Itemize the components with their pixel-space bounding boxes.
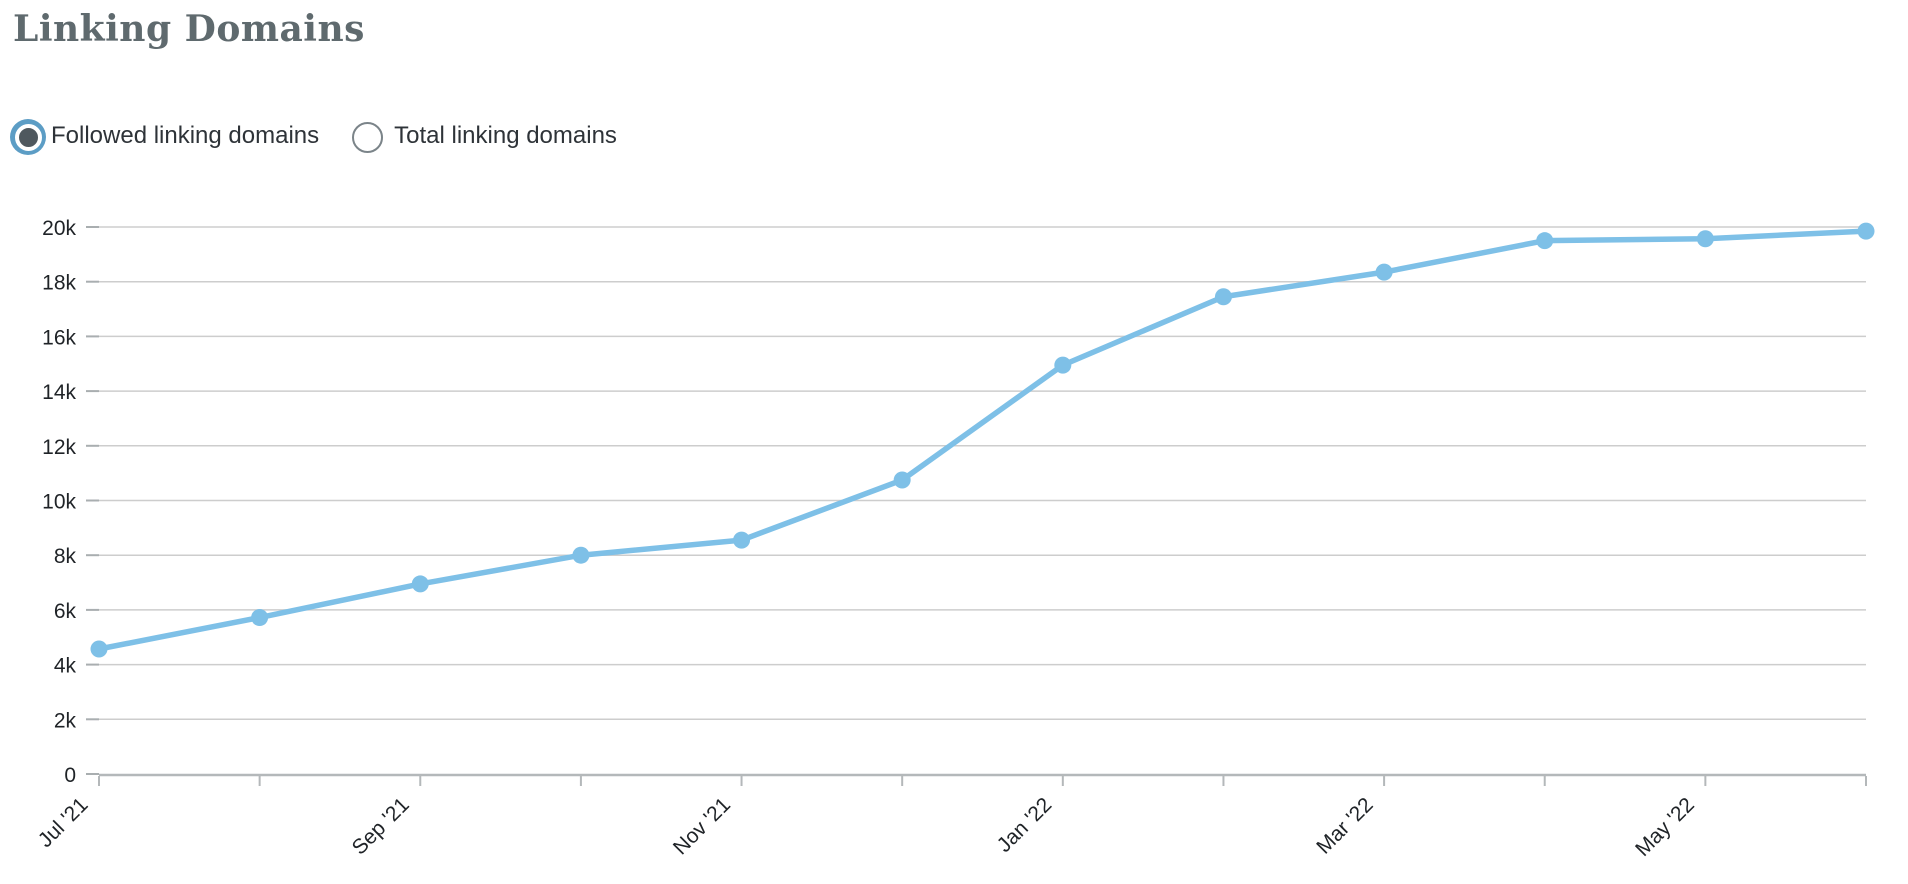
- data-point[interactable]: [251, 609, 269, 627]
- x-tick-label: Nov '21: [669, 793, 735, 859]
- radio-total-linking-domains[interactable]: Total linking domains: [349, 121, 617, 153]
- y-tick-label: 16k: [42, 326, 76, 349]
- y-tick-label: 20k: [42, 217, 76, 240]
- data-point[interactable]: [1536, 232, 1554, 250]
- data-point[interactable]: [411, 575, 429, 593]
- y-tick-label: 18k: [42, 272, 76, 295]
- y-tick-label: 10k: [42, 491, 76, 514]
- data-point[interactable]: [1375, 263, 1393, 281]
- y-tick-label: 8k: [54, 545, 77, 568]
- y-tick-label: 2k: [54, 709, 77, 732]
- y-tick-label: 0: [64, 764, 76, 787]
- y-tick-label: 6k: [54, 600, 77, 623]
- radio-followed-linking-domains[interactable]: Followed linking domains: [10, 119, 319, 155]
- series-line: [96, 228, 1869, 652]
- data-point[interactable]: [1857, 222, 1875, 240]
- radio-followed-label: Followed linking domains: [51, 122, 320, 149]
- x-tick-label: Mar '22: [1312, 793, 1377, 858]
- page-title: Linking Domains: [13, 8, 365, 50]
- y-tick-label: 12k: [42, 436, 76, 459]
- data-point[interactable]: [90, 640, 108, 658]
- x-tick-label: May '22: [1631, 793, 1699, 861]
- y-tick-label: 14k: [42, 381, 76, 404]
- radio-selected-icon[interactable]: [10, 119, 46, 155]
- data-point[interactable]: [1054, 356, 1072, 374]
- y-tick-label: 4k: [54, 655, 77, 678]
- data-point[interactable]: [572, 546, 590, 564]
- data-point[interactable]: [893, 471, 911, 489]
- data-point[interactable]: [733, 531, 751, 549]
- data-point[interactable]: [1214, 288, 1232, 306]
- x-tick-label: Jan '22: [993, 793, 1057, 857]
- x-tick-label: Sep '21: [348, 793, 414, 859]
- series-toggle-group: Followed linking domains Total linking d…: [10, 119, 617, 155]
- radio-dot: [14, 123, 42, 151]
- radio-unselected-icon[interactable]: [352, 121, 384, 153]
- x-tick-label: Jul '21: [34, 793, 93, 852]
- radio-total-label: Total linking domains: [394, 122, 617, 149]
- data-point[interactable]: [1696, 230, 1714, 248]
